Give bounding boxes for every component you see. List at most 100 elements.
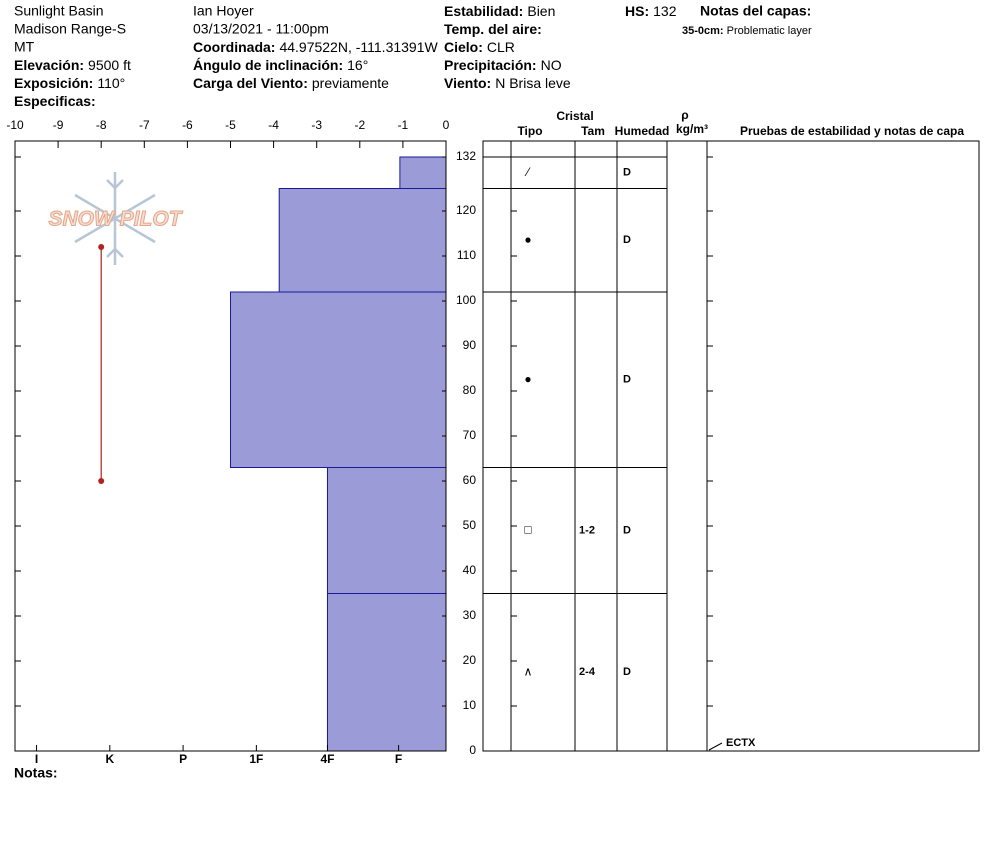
field: Cielo: CLR [444,39,515,55]
note-range: 35-0cm: [682,25,724,37]
x-tick-label: -1 [398,118,409,132]
col-crystal: Cristal [556,109,593,123]
field: Exposición: 110° [14,75,125,91]
field-value: CLR [487,39,515,55]
hardness-bar [399,156,447,189]
observer: Ian Hoyer [193,3,254,19]
x-tick-label: -2 [354,118,365,132]
hardness-bar [230,291,447,468]
col-type: Tipo [517,124,542,138]
crystal-type: ∧ [524,664,533,678]
location: Madison Range-S [14,21,126,37]
hardness-label: 1F [249,752,263,766]
location: Sunlight Basin [14,3,104,19]
layer-notes-title: Notas del capas: [700,3,811,19]
x-tick-label: -8 [96,118,107,132]
y-tick-label: 100 [456,293,476,307]
field-label: Ángulo de inclinación: [193,57,343,73]
field-label: Precipitación: [444,57,537,73]
field-value: 44.97522N, -111.31391W [279,39,438,55]
x-tick-label: -3 [311,118,322,132]
field-label: Cielo: [444,39,483,55]
col-density-unit: kg/m³ [676,122,708,136]
y-tick-label: 30 [463,608,477,622]
note-text: Problematic layer [727,25,812,37]
field-label: Especificas: [14,93,96,109]
y-tick-label: 40 [463,563,477,577]
field-label: HS: [625,3,649,19]
table-frame [482,140,980,752]
y-tick-label: 10 [463,698,477,712]
hardness-label: P [179,752,187,766]
field-value: 110° [97,75,125,91]
test-label: ECTX [726,737,756,749]
field: HS: 132 [625,3,677,19]
y-tick-label: 20 [463,653,477,667]
test-arrow [708,742,723,751]
hardness-bar [278,188,447,293]
moisture: D [623,374,631,386]
field: Ángulo de inclinación: 16° [193,57,368,73]
hardness-bar [326,593,447,752]
field-value: 16° [347,57,368,73]
y-tick-label: 120 [456,203,476,217]
col-density: ρ [681,108,688,122]
x-tick-label: 0 [443,118,450,132]
y-tick-label: 90 [463,338,477,352]
y-tick-label: 132 [456,149,476,163]
crystal-type: ● [524,372,531,386]
field-label: Viento: [444,75,491,91]
crystal-size: 1-2 [579,524,595,536]
crystal-type: ● [524,232,531,246]
hardness-label: I [35,752,38,766]
y-tick-label: 50 [463,518,477,532]
field-value: Bien [527,3,555,19]
field-value: previamente [312,75,389,91]
y-tick-label: 60 [463,473,477,487]
test-point [98,478,105,484]
x-tick-label: -4 [268,118,279,132]
y-tick-label: 110 [457,248,476,262]
crystal-type: □ [524,523,531,537]
hardness-label: K [105,752,114,766]
field-label: Exposición: [14,75,93,91]
x-tick-label: -7 [139,118,150,132]
field-value: NO [541,57,562,73]
logo-text: SNOW PILOT [49,208,184,231]
field: Especificas: [14,93,96,109]
layer-note: 35-0cm: Problematic layer [682,25,812,37]
x-tick-label: -5 [225,118,236,132]
y-tick-label: 70 [463,428,477,442]
field-label: Elevación: [14,57,84,73]
field: Temp. del aire: [444,21,542,37]
hardness-bar [326,467,447,594]
field-label: Carga del Viento: [193,75,308,91]
field-value: 9500 ft [88,57,131,73]
field: Coordinada: 44.97522N, -111.31391W [193,39,438,55]
logo [74,172,156,265]
field: Viento: N Brisa leve [444,75,571,91]
field: Carga del Viento: previamente [193,75,389,91]
field-value: 132 [653,3,677,19]
field: Precipitación: NO [444,57,562,73]
notes-label: Notas: [14,765,58,781]
field-label: Estabilidad: [444,3,523,19]
field-label: Coordinada: [193,39,275,55]
x-tick-label: -9 [53,118,64,132]
datetime: 03/13/2021 - 11:00pm [193,21,329,37]
x-tick-label: -10 [6,118,24,132]
moisture: D [623,666,631,678]
field-value: N Brisa leve [495,75,571,91]
hardness-label: 4F [320,752,334,766]
hardness-label: F [395,752,402,766]
moisture: D [623,524,631,536]
table-header: Cristal Tipo Tam Humedad ρ kg/m³ Pruebas… [517,108,964,138]
field-label: Temp. del aire: [444,21,542,37]
col-moisture: Humedad [615,124,670,138]
y-tick-label: 80 [463,383,477,397]
y-tick-label: 0 [469,743,476,757]
col-tests: Pruebas de estabilidad y notas de capa [740,124,964,138]
field: Elevación: 9500 ft [14,57,131,73]
location: MT [14,39,35,55]
